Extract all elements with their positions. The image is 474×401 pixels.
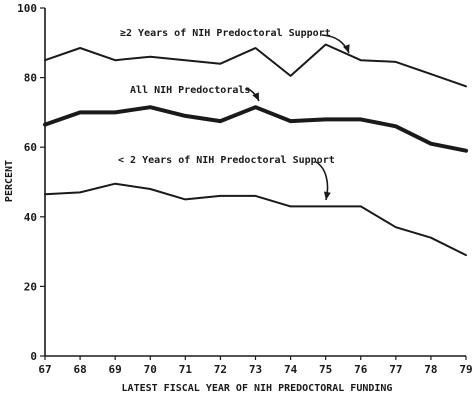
- x-tick-label: 72: [214, 363, 227, 376]
- arrowhead-2: [323, 191, 331, 200]
- axes: [44, 8, 466, 357]
- series-lines: [43, 43, 468, 257]
- y-tick-label: 100: [17, 2, 37, 15]
- y-tick-label: 40: [24, 211, 37, 224]
- x-tick-label: 76: [354, 363, 368, 376]
- x-tick-label: 79: [459, 363, 472, 376]
- series-labels: ≥2 Years of NIH Predoctoral Support All N…: [118, 28, 335, 166]
- x-tick-label: 77: [389, 363, 402, 376]
- x-tick-label: 78: [424, 363, 437, 376]
- x-tick-labels: 67 68 69 70 71 72 73 74 75 76 77 78 79: [38, 363, 472, 376]
- x-tick-label: 73: [249, 363, 262, 376]
- series-label-2: < 2 Years of NIH Predoctoral Support: [118, 155, 335, 166]
- x-tick-label: 69: [109, 363, 122, 376]
- series-line-2: [44, 182, 467, 257]
- y-axis-title: PERCENT: [4, 160, 15, 202]
- tick-marks: [40, 7, 467, 360]
- x-axis-title: LATEST FISCAL YEAR OF NIH PREDOCTORAL FU…: [122, 383, 393, 394]
- x-tick-label: 71: [179, 363, 193, 376]
- y-tick-label: 20: [24, 280, 37, 293]
- y-tick-labels: 0 20 40 60 80 100: [17, 2, 37, 363]
- series-label-1: All NIH Predoctorals: [130, 85, 250, 96]
- x-tick-label: 70: [144, 363, 157, 376]
- series-label-0: ≥2 Years of NIH Predoctoral Support: [120, 28, 331, 39]
- arrowhead-0: [343, 44, 350, 53]
- x-tick-label: 75: [319, 363, 332, 376]
- arrowhead-1: [252, 92, 259, 101]
- x-tick-label: 74: [284, 363, 298, 376]
- series-line-0: [44, 43, 467, 88]
- arrows: [245, 34, 350, 201]
- series-line-1: [43, 105, 468, 153]
- x-tick-label: 68: [73, 363, 86, 376]
- y-tick-label: 60: [24, 141, 37, 154]
- y-tick-label: 80: [24, 72, 37, 85]
- y-tick-label: 0: [30, 350, 37, 363]
- x-tick-label: 67: [38, 363, 51, 376]
